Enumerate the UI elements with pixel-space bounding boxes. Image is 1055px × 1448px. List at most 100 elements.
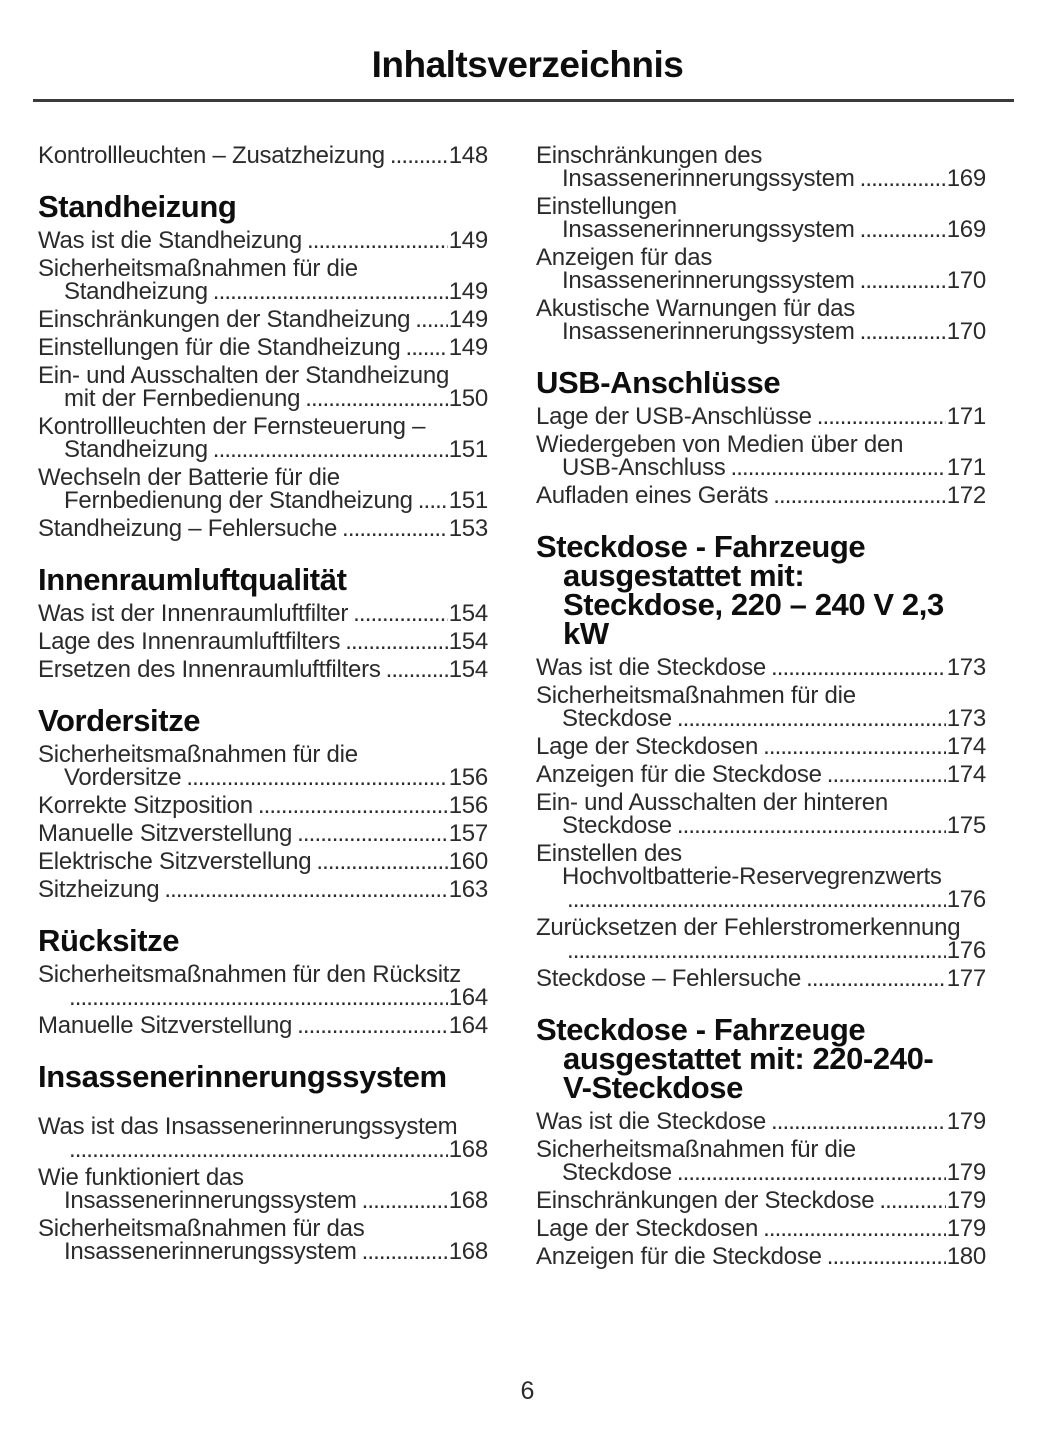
entry-page-number: 163 (448, 876, 489, 903)
section-heading-line: Rücksitze (38, 923, 180, 958)
toc-entry-leader-line: Manuelle Sitzverstellung 164 (38, 1012, 488, 1039)
entry-page-number: 169 (946, 165, 987, 192)
toc-entry: Was ist das Insassenerinnerungssystem168 (38, 1113, 489, 1163)
leader-dots (386, 658, 448, 681)
leader-dots (773, 484, 945, 507)
toc-entry: Ein- und Ausschalten der Standheizung mit… (38, 362, 488, 411)
leader-dots (677, 814, 946, 837)
section-heading-line: Innenraumluftqualität (38, 562, 347, 597)
toc-entry-text-line: Hochvoltbatterie-Reservegrenzwerts (562, 863, 942, 890)
toc-entry-leader-line: Steckdose 173 (536, 705, 987, 732)
leader-dots (297, 822, 448, 845)
entry-title-text: Manuelle Sitzverstellung (38, 820, 293, 847)
entry-page-number: 169 (946, 216, 987, 243)
toc-entry-leader-line: Fernbedienung der Standheizung 151 (38, 489, 488, 513)
entry-page-number: 164 (448, 984, 489, 1011)
toc-section: Insassenerinnerungssystem Was ist das Ins… (38, 1061, 489, 1264)
section-heading-line: ausgestattet mit: 220-240- (563, 1041, 934, 1076)
toc-entry-leader-line: Insassenerinnerungssystem 170 (536, 318, 987, 345)
section-heading: Vordersitze (38, 705, 488, 736)
toc-entry-text-line: Zurücksetzen der Fehlerstromerkennung (536, 914, 961, 941)
leader-dots (763, 735, 946, 758)
entry-title-text: Standheizung – Fehlersuche (38, 515, 338, 542)
leader-dots (186, 766, 447, 789)
entry-title-text: Steckdose – Fehlersuche (536, 965, 802, 992)
toc-entry: Einstellen des Hochvoltbatterie-Reservegr… (536, 840, 987, 913)
toc-entry: Sicherheitsmaßnahmen für das Insassenerin… (38, 1215, 488, 1264)
entry-page-number: 176 (946, 886, 987, 913)
toc-entry-text-line: Einstellen des (536, 840, 682, 867)
toc-entry: Lage der Steckdosen 174 (536, 733, 986, 760)
toc-entry: Korrekte Sitzposition 156 (38, 794, 488, 818)
toc-entry: Standheizung – Fehlersuche 153 (38, 515, 488, 542)
entry-title-text: Insassenerinnerungssystem (562, 165, 855, 192)
leader-dots (567, 888, 946, 911)
section-entries: Was ist die Standheizung149Sicherheitsma… (38, 229, 489, 542)
leader-dots (860, 320, 946, 343)
toc-entry: Ersetzen des Innenraumluftfilters 154 (38, 656, 488, 683)
toc-entry-text-line: Sicherheitsmaßnahmen für die (536, 682, 856, 709)
toc-entry: Anzeigen für die Steckdose 174 (536, 763, 986, 787)
entry-title-text: USB-Anschluss (562, 454, 726, 481)
section-heading-line: Standheizung (38, 189, 237, 224)
toc-entry: Was ist der Innenraumluftfilter 154 (38, 602, 488, 626)
section-heading-line: Steckdose, 220 – 240 V 2,3 (563, 587, 944, 622)
toc-entry-leader-line: Insassenerinnerungssystem 169 (536, 216, 987, 243)
toc-entry: Was ist die Standheizung 149 (38, 229, 488, 253)
entry-title-text: Sitzheizung (38, 876, 160, 903)
entry-title-text: Insassenerinnerungssystem (562, 267, 855, 294)
toc-entry-leader-line: Lage der Steckdosen 174 (536, 733, 986, 760)
entry-page-number: 173 (946, 705, 987, 732)
leader-dots (213, 280, 448, 303)
entry-page-number: 149 (448, 334, 489, 361)
entry-title-text: Manuelle Sitzverstellung (38, 1012, 293, 1039)
entry-title-text: Lage der Steckdosen (536, 733, 759, 760)
leader-dots (362, 1189, 448, 1212)
entry-title-text: Lage der USB-Anschlüsse (536, 403, 812, 430)
leader-dots (677, 707, 946, 730)
toc-entry-leader-line: 164 (38, 984, 489, 1011)
entry-page-number: 179 (946, 1159, 987, 1186)
toc-entry-text-line: Ein- und Ausschalten der Standheizung (38, 362, 450, 389)
toc-entry: Kontrollleuchten – Zusatzheizung 148 (38, 142, 488, 169)
entry-page-number: 173 (946, 654, 987, 681)
entry-title-text: Ersetzen des Innenraumluftfilters (38, 656, 381, 683)
toc-entry-text-line: Anzeigen für das (536, 244, 713, 271)
toc-entry-leader-line: Was ist die Standheizung 149 (38, 229, 488, 253)
toc-columns: Kontrollleuchten – Zusatzheizung 148 Stand… (0, 102, 986, 1273)
entry-page-number: 170 (946, 318, 987, 345)
entry-title-text: Lage der Steckdosen (536, 1215, 759, 1242)
entry-title-text: Kontrollleuchten – Zusatzheizung (38, 142, 385, 169)
page-footer: 6 (0, 1377, 1055, 1448)
leader-dots (415, 308, 447, 331)
entry-page-number: 168 (448, 1136, 489, 1163)
toc-entry-leader-line: Lage der Steckdosen 179 (536, 1215, 986, 1242)
toc-entry: Ein- und Ausschalten der hinteren Steckdo… (536, 791, 986, 838)
toc-entry-leader-line: Manuelle Sitzverstellung 157 (38, 820, 488, 847)
entry-page-number: 180 (946, 1243, 987, 1270)
toc-entry-text-line: Sicherheitsmaßnahmen für das (38, 1215, 365, 1242)
section-entries: Was ist das Insassenerinnerungssystem168… (38, 1113, 489, 1264)
leader-dots (827, 763, 946, 786)
leader-dots (305, 387, 447, 410)
entry-page-number: 179 (946, 1187, 987, 1214)
toc-entry-leader-line: Lage der USB-Anschlüsse 171 (536, 403, 986, 430)
section-heading: Steckdose - Fahrzeuge ausgestattet mit: 2… (536, 1014, 986, 1103)
entry-title-text: Insassenerinnerungssystem (562, 216, 855, 243)
entry-page-number: 170 (946, 267, 987, 294)
toc-entry: Was ist die Steckdose 173 (536, 654, 987, 681)
section-heading-line: USB-Anschlüsse (536, 365, 781, 400)
toc-section: USB-Anschlüsse Lage der USB-Anschlüsse 171… (536, 365, 986, 508)
toc-entry-leader-line: 176 (536, 939, 987, 963)
toc-entry: Anzeigen für das Insassenerinnerungssyste… (536, 244, 987, 294)
entry-title-text: Insassenerinnerungssystem (562, 318, 855, 345)
toc-entry: Wiedergeben von Medien über den USB-Ansch… (536, 433, 986, 481)
toc-entry: Lage der Steckdosen 179 (536, 1215, 986, 1242)
section-entries: Kontrollleuchten – Zusatzheizung 148 (38, 142, 488, 169)
toc-entry-leader-line: Insassenerinnerungssystem 170 (536, 267, 987, 294)
toc-entry-text-line: Was ist das Insassenerinnerungssystem (38, 1113, 458, 1140)
entry-title-text: Vordersitze (64, 764, 182, 791)
leader-dots (418, 489, 448, 512)
